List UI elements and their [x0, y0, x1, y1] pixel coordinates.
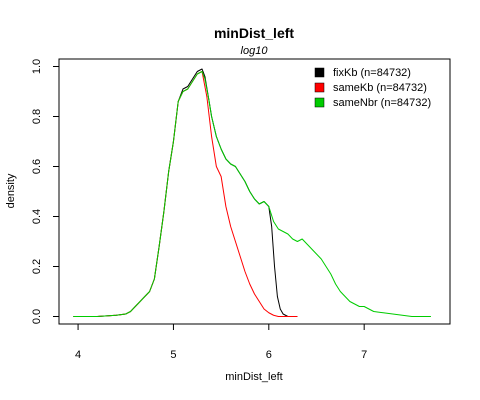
y-tick-label: 0.4	[31, 209, 43, 224]
legend-swatch	[314, 97, 325, 108]
y-tick-label: 0.8	[31, 109, 43, 124]
x-tick-label: 7	[361, 349, 367, 361]
y-tick-label: 0.0	[31, 309, 43, 324]
series-line-1	[73, 71, 298, 317]
legend-label: sameKb (n=84732)	[333, 82, 427, 94]
x-tick-label: 6	[266, 349, 272, 361]
x-axis: 4 5 6 7	[75, 323, 367, 361]
y-tick-label: 0.2	[31, 259, 43, 274]
y-tick-label: 1.0	[31, 59, 43, 74]
series-line-0	[73, 68, 298, 317]
y-axis-label: density	[5, 173, 17, 208]
legend-label: sameNbr (n=84732)	[333, 97, 431, 109]
y-tick-label: 0.6	[31, 159, 43, 174]
x-tick-label: 4	[75, 349, 81, 361]
legend-swatch	[314, 67, 325, 78]
chart-subtitle: log10	[241, 45, 269, 57]
y-axis: 0.0 0.2 0.4 0.6 0.8 1.0	[31, 59, 60, 324]
legend: fixKb (n=84732) sameKb (n=84732) sameNbr (…	[314, 67, 431, 109]
legend-swatch	[314, 82, 325, 93]
chart-title: minDist_left	[214, 25, 294, 41]
x-axis-label: minDist_left	[225, 371, 282, 383]
x-tick-label: 5	[170, 349, 176, 361]
legend-label: fixKb (n=84732)	[333, 67, 411, 79]
series-line-2	[73, 71, 431, 317]
series-group	[73, 68, 431, 317]
